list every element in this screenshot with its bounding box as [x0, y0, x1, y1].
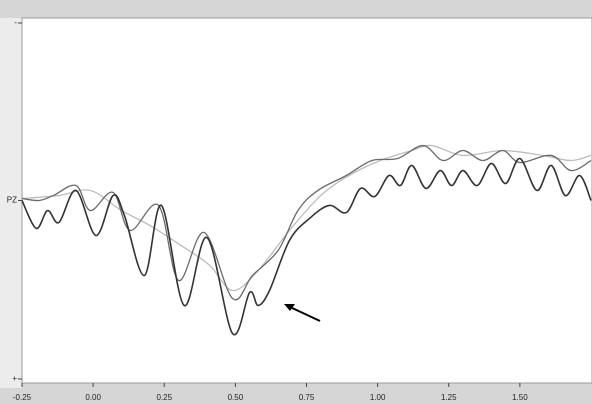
arrow-shaft: [289, 306, 321, 322]
plot: [21, 144, 592, 336]
arrow-head: [284, 304, 295, 311]
axis-strip: [0, 18, 22, 388]
x-tick-label: 1.25: [441, 393, 457, 402]
y-tick-label: -: [14, 18, 17, 27]
x-tick-label: 0.75: [299, 393, 315, 402]
y-tick-label: +: [12, 374, 17, 383]
x-tick-label: 0.50: [228, 393, 244, 402]
x-tick-label: -0.25: [13, 393, 32, 402]
waveform: [21, 157, 592, 336]
x-tick-label: 0.00: [85, 393, 101, 402]
x-tick-label: 0.25: [156, 393, 172, 402]
y-tick-label: PZ: [7, 196, 17, 205]
x-tick-label: 1.50: [512, 393, 528, 402]
x-tick-label: 1.00: [370, 393, 386, 402]
waveform: [21, 144, 592, 301]
